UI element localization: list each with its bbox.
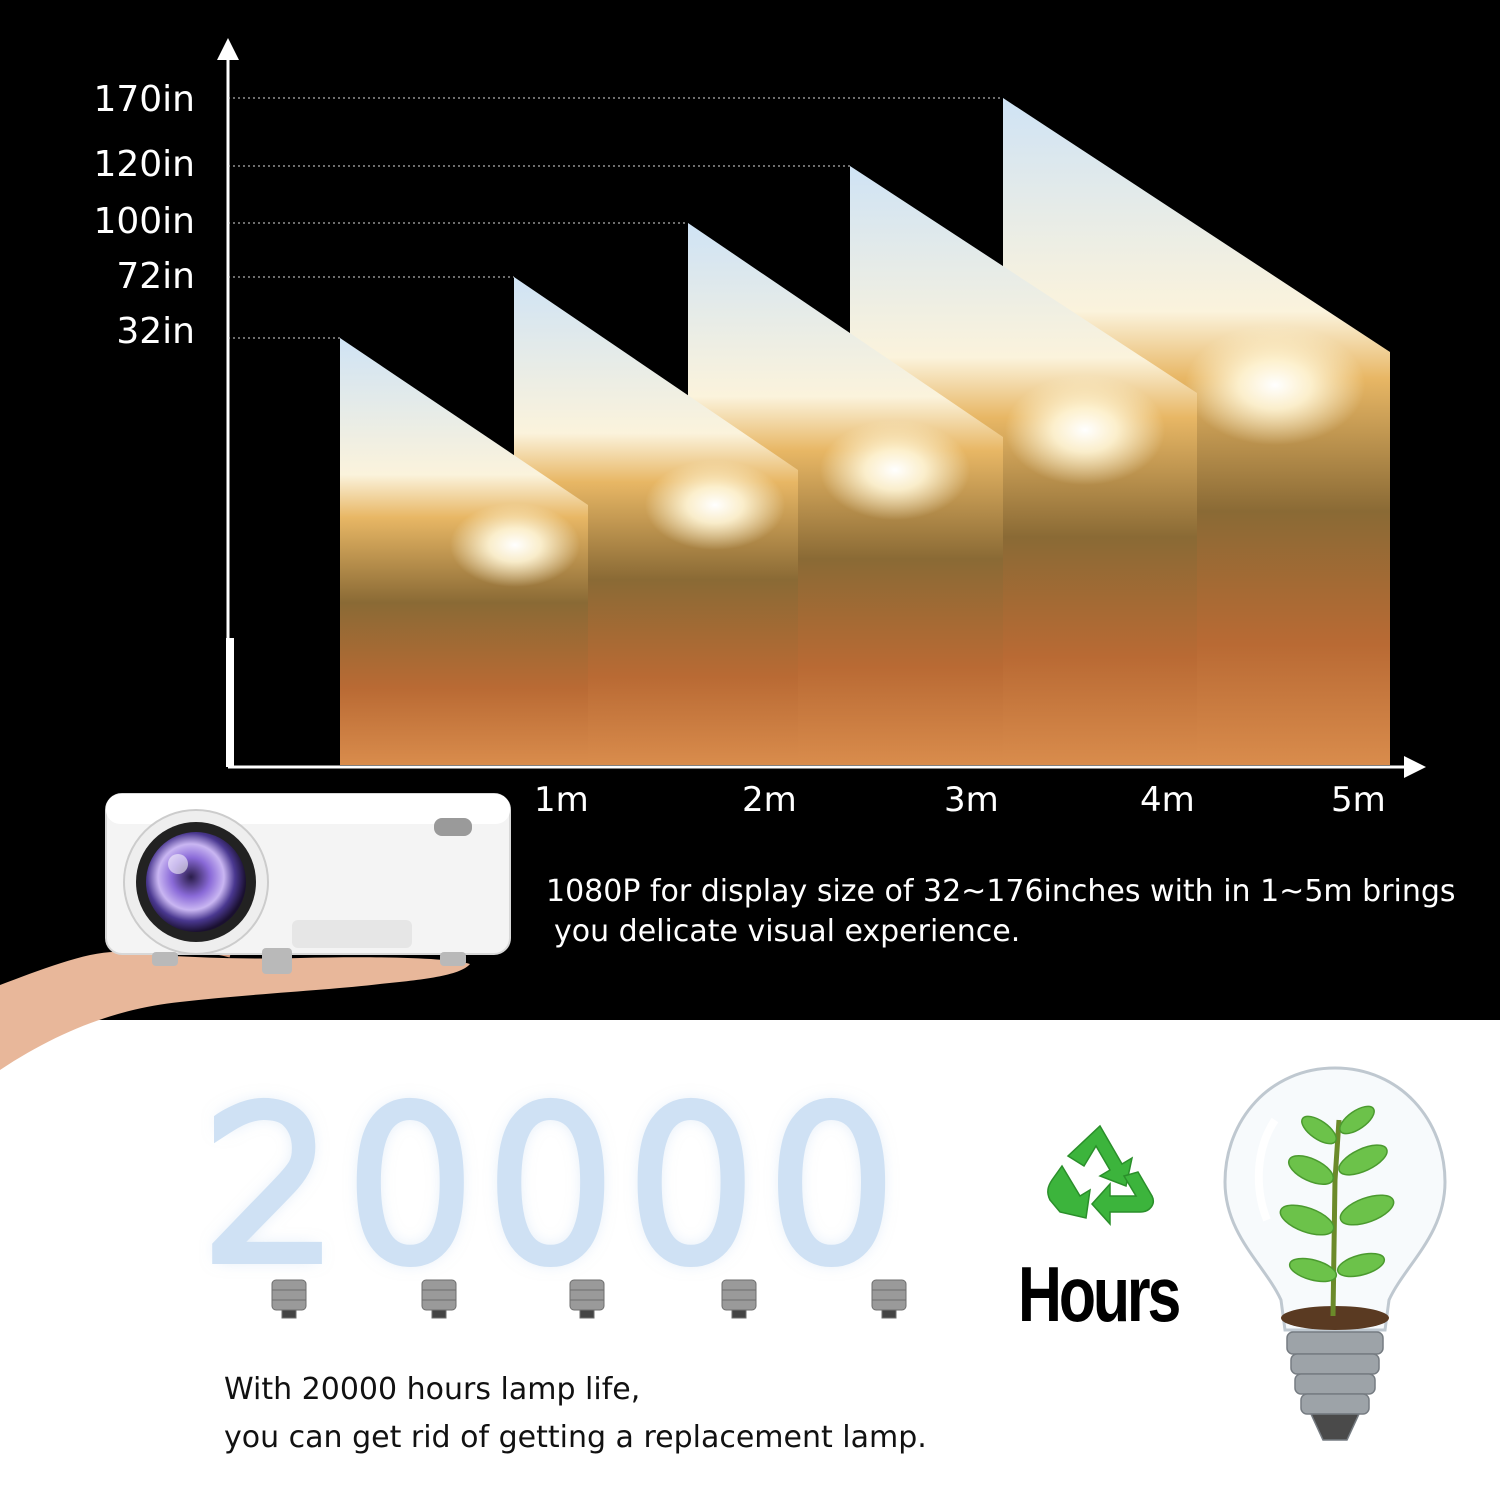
distance-label-2m: 2m xyxy=(742,780,797,820)
hours-word: Hours xyxy=(1018,1250,1181,1338)
projection-distance-diagram xyxy=(217,38,1426,778)
lamp-life-caption-line1: With 20000 hours lamp life, xyxy=(224,1372,641,1407)
size-guides xyxy=(228,97,1003,339)
projection-caption-line1: 1080P for display size of 32~176inches w… xyxy=(546,874,1456,909)
size-label-120in: 120in xyxy=(93,144,195,185)
recycle-icon xyxy=(1047,1124,1154,1226)
y-axis-arrow xyxy=(217,38,239,60)
distance-label-1m: 1m xyxy=(534,780,589,820)
size-label-72in: 72in xyxy=(116,256,195,297)
projection-section: 170in 120in 100in 72in 32in 1m 2m 3m 4m … xyxy=(0,0,1500,1020)
lamp-life-caption: With 20000 hours lamp life, you can get … xyxy=(224,1366,927,1462)
size-label-32in: 32in xyxy=(116,311,195,352)
projection-caption-line2: you delicate visual experience. xyxy=(554,914,1021,949)
size-label-170in: 170in xyxy=(93,79,195,120)
lamp-hours-number: 20000 xyxy=(198,1068,908,1306)
screen-32in xyxy=(340,338,588,765)
size-label-100in: 100in xyxy=(93,201,195,242)
x-axis-arrow xyxy=(1404,756,1426,778)
distance-label-4m: 4m xyxy=(1140,780,1195,820)
projection-caption: 1080P for display size of 32~176inches w… xyxy=(546,872,1476,952)
bulb-base-icon-row xyxy=(271,1279,907,1319)
distance-label-3m: 3m xyxy=(944,780,999,820)
projector-icon xyxy=(0,793,511,1070)
distance-label-5m: 5m xyxy=(1331,780,1386,820)
lamp-life-caption-line2: you can get rid of getting a replacement… xyxy=(224,1420,927,1455)
lightbulb-plant-icon xyxy=(1223,1066,1447,1441)
